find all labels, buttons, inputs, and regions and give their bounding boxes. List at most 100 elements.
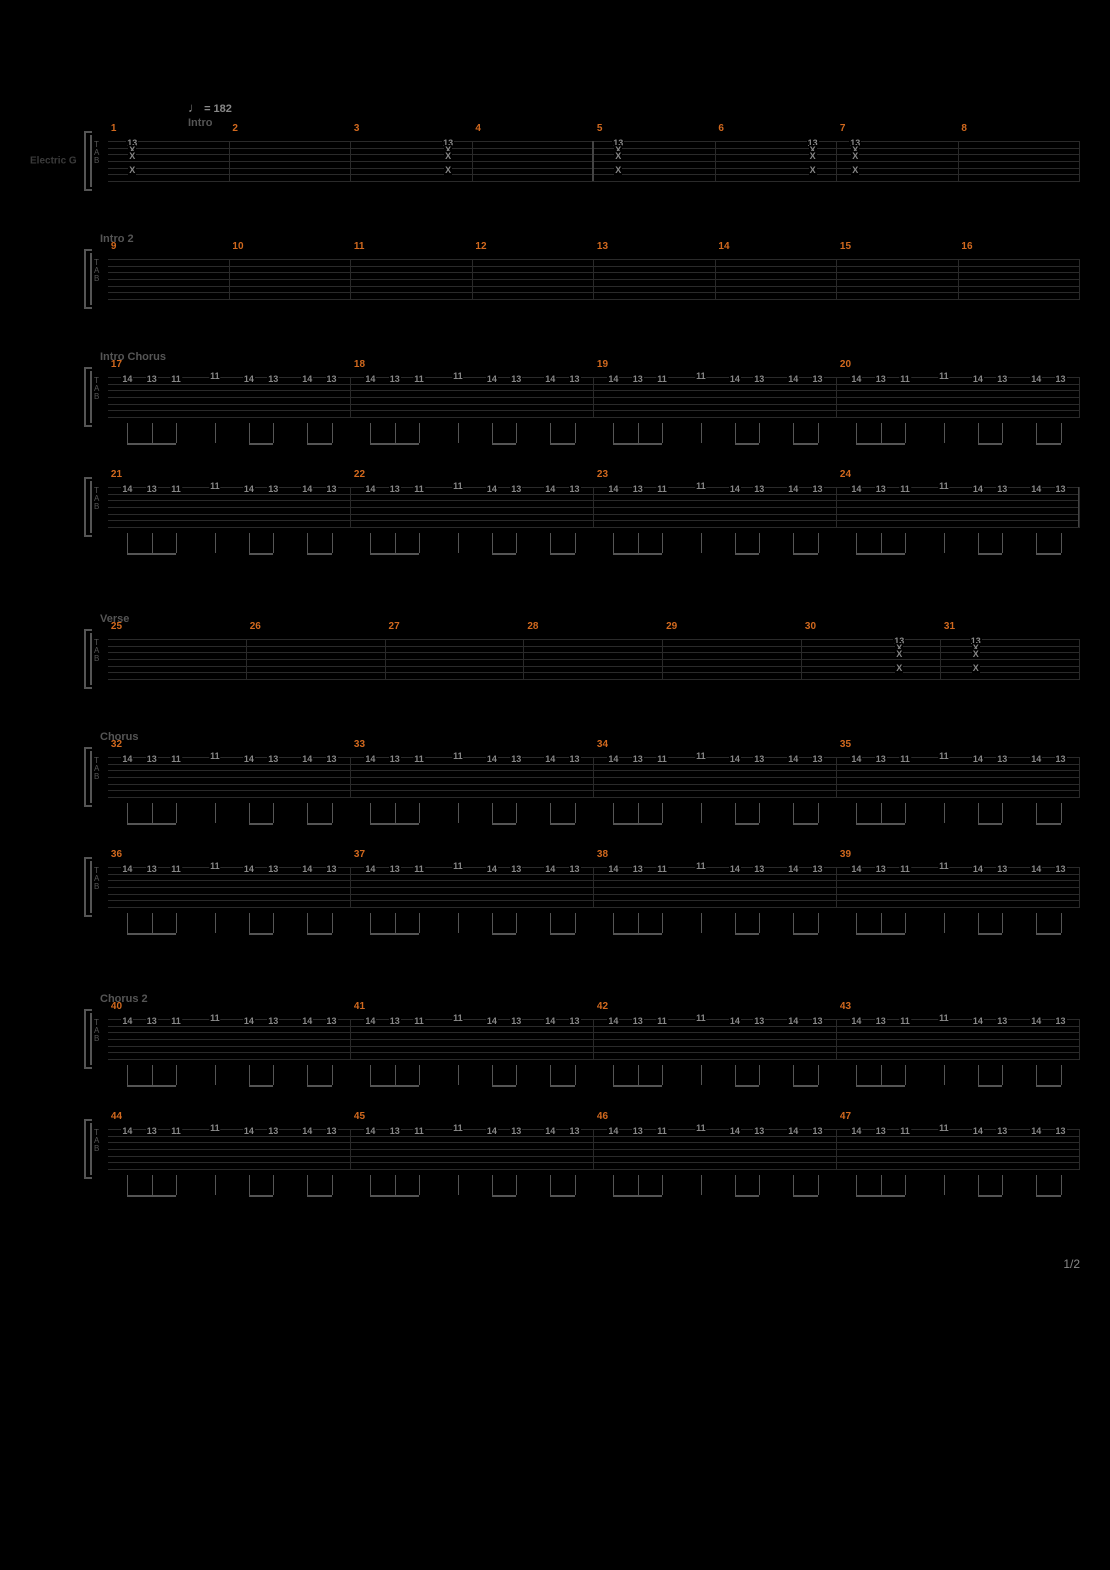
fret-number: 14 <box>607 374 619 384</box>
tab-staff: TAB2526272829303113XXX13XXX <box>90 633 1080 685</box>
fret-number: 13 <box>996 754 1008 764</box>
fret-number: 11 <box>899 1126 911 1136</box>
fret-number: 13 <box>753 1016 765 1026</box>
measure-number: 40 <box>111 1001 122 1012</box>
fret-number: 14 <box>607 754 619 764</box>
measure-number: 20 <box>840 359 851 370</box>
fret-number: 11 <box>413 864 425 874</box>
fret-number: 13 <box>753 374 765 384</box>
fret-number: 14 <box>972 754 984 764</box>
fret-number: 13 <box>326 374 338 384</box>
fret-number: 14 <box>1030 1016 1042 1026</box>
tab-clef: TAB <box>94 1129 99 1153</box>
fret-number: 11 <box>938 1013 950 1023</box>
measure-number: 14 <box>718 241 729 252</box>
fret-number: 13 <box>389 754 401 764</box>
tab-system: TAB4445464714131111141314131413111114131… <box>30 1123 1080 1175</box>
tab-clef: TAB <box>94 487 99 511</box>
fret-number: 13 <box>875 1016 887 1026</box>
fret-number: 11 <box>209 481 221 491</box>
fret-number: 14 <box>729 484 741 494</box>
fret-number: X <box>809 165 817 175</box>
fret-number: 13 <box>1055 754 1067 764</box>
fret-number: 13 <box>389 1016 401 1026</box>
fret-number: 14 <box>121 484 133 494</box>
fret-number: 14 <box>1030 754 1042 764</box>
measure-numbers: 36373839 <box>108 849 1080 861</box>
measure-number: 9 <box>111 241 117 252</box>
fret-number: X <box>614 165 622 175</box>
measure-number: 41 <box>354 1001 365 1012</box>
fret-number: 13 <box>569 1016 581 1026</box>
fret-number: 14 <box>972 484 984 494</box>
fret-number: 13 <box>326 1016 338 1026</box>
fret-number: 11 <box>899 754 911 764</box>
fret-number: 11 <box>413 374 425 384</box>
fret-number: 13 <box>996 374 1008 384</box>
fret-number: 13 <box>632 864 644 874</box>
tab-clef: TAB <box>94 639 99 663</box>
fret-number: 11 <box>452 481 464 491</box>
fret-number: 14 <box>607 864 619 874</box>
tab-system: TAB910111213141516 <box>30 253 1080 305</box>
tab-system: TAB1718192014131111141314131413111114131… <box>30 371 1080 423</box>
fret-number: 14 <box>972 864 984 874</box>
fret-number: 13 <box>632 484 644 494</box>
tab-clef: TAB <box>94 757 99 781</box>
fret-number: 13 <box>632 754 644 764</box>
fret-number: 13 <box>510 864 522 874</box>
fret-number: 13 <box>389 1126 401 1136</box>
measure-numbers: 25262728293031 <box>108 621 1080 633</box>
tab-system: TAB2122232414131111141314131413111114131… <box>30 481 1080 533</box>
measure-number: 12 <box>475 241 486 252</box>
fret-number: 11 <box>899 484 911 494</box>
fret-number: 14 <box>1030 864 1042 874</box>
fret-number: 14 <box>729 754 741 764</box>
fret-number: 11 <box>656 1126 668 1136</box>
fret-number: 14 <box>850 864 862 874</box>
tab-system: TAB3637383914131111141314131413111114131… <box>30 861 1080 913</box>
fret-number: 13 <box>569 864 581 874</box>
fret-number: 14 <box>972 1016 984 1026</box>
tab-staff: TAB4041424314131111141314131413111114131… <box>90 1013 1080 1065</box>
tab-staff: TAB2122232414131111141314131413111114131… <box>90 481 1080 533</box>
fret-number: 14 <box>243 484 255 494</box>
fret-number: 14 <box>787 1126 799 1136</box>
fret-number: 11 <box>170 1126 182 1136</box>
fret-number: 14 <box>486 1016 498 1026</box>
fret-number: 14 <box>486 374 498 384</box>
tab-system: TAB4041424314131111141314131413111114131… <box>30 1013 1080 1065</box>
tab-staff: TAB3637383914131111141314131413111114131… <box>90 861 1080 913</box>
measure-number: 7 <box>840 123 846 134</box>
fret-number: X <box>851 165 859 175</box>
fret-number: 14 <box>544 864 556 874</box>
fret-number: 11 <box>170 1016 182 1026</box>
measure-number: 26 <box>250 621 261 632</box>
measure-number: 18 <box>354 359 365 370</box>
fret-number: 11 <box>209 751 221 761</box>
tab-system: TAB3233343514131111141314131413111114131… <box>30 751 1080 803</box>
fret-number: 13 <box>389 374 401 384</box>
fret-number: 13 <box>326 484 338 494</box>
fret-number: 13 <box>812 864 824 874</box>
measure-number: 39 <box>840 849 851 860</box>
fret-number: 11 <box>938 481 950 491</box>
fret-number: 11 <box>170 864 182 874</box>
fret-number: 14 <box>486 754 498 764</box>
fret-number: 14 <box>121 1126 133 1136</box>
measure-number: 4 <box>475 123 481 134</box>
fret-number: 13 <box>326 864 338 874</box>
measure-number: 43 <box>840 1001 851 1012</box>
tab-system: Electric GTAB1234567813XXX13XXX13XXX13XX… <box>30 135 1080 187</box>
fret-number: 13 <box>569 754 581 764</box>
fret-number: 11 <box>695 751 707 761</box>
fret-number: 11 <box>899 864 911 874</box>
fret-number: 14 <box>607 484 619 494</box>
fret-number: 14 <box>243 1126 255 1136</box>
measure-number: 22 <box>354 469 365 480</box>
measure-number: 29 <box>666 621 677 632</box>
tab-clef: TAB <box>94 377 99 401</box>
measure-number: 16 <box>961 241 972 252</box>
fret-number: 14 <box>1030 374 1042 384</box>
measure-number: 6 <box>718 123 724 134</box>
